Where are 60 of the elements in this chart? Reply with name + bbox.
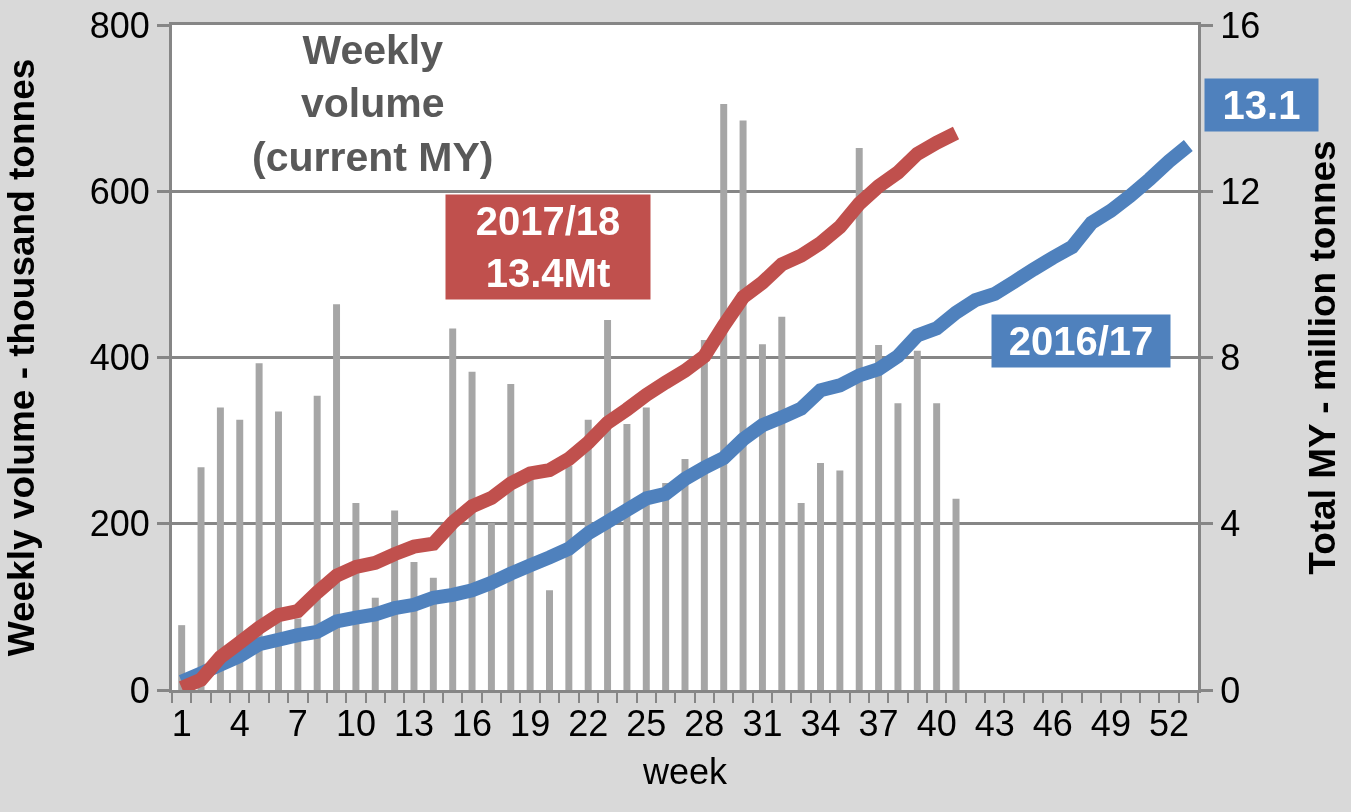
- y2-tick-label: 0: [1220, 669, 1241, 711]
- y2-tick-label: 8: [1220, 337, 1241, 379]
- x-tick-label: 43: [974, 703, 1015, 745]
- x-tick-label: 31: [742, 703, 783, 745]
- x-tick-label: 13: [393, 703, 434, 745]
- bar: [875, 345, 883, 690]
- bar: [797, 502, 805, 690]
- x-tick-label: 25: [626, 703, 667, 745]
- bar: [468, 371, 476, 690]
- x-tick-label: 34: [800, 703, 841, 745]
- x-tick-label: 49: [1090, 703, 1131, 745]
- bar: [913, 350, 921, 690]
- bar: [720, 103, 728, 690]
- x-tick-label: 52: [1148, 703, 1189, 745]
- y2-axis-title: Total MY - million tonnes: [1301, 140, 1343, 575]
- bar: [526, 478, 534, 690]
- bar: [487, 522, 495, 690]
- y2-tick-label: 4: [1220, 503, 1241, 545]
- series-label: 2016/17: [1008, 319, 1154, 363]
- bar: [778, 316, 786, 690]
- x-tick-label: 19: [510, 703, 551, 745]
- y-tick-label: 400: [89, 337, 150, 379]
- x-tick-label: 40: [916, 703, 957, 745]
- bar: [933, 403, 941, 690]
- bar: [546, 590, 553, 690]
- bar: [952, 498, 960, 690]
- x-tick-label: 10: [335, 703, 376, 745]
- x-tick-label: 16: [452, 703, 493, 745]
- data-label: 13.1: [1222, 83, 1301, 127]
- bar: [817, 463, 824, 690]
- x-tick-label: 1: [171, 703, 192, 745]
- bar: [836, 470, 844, 690]
- x-tick-label: 7: [287, 703, 308, 745]
- bar: [255, 363, 263, 690]
- x-tick-label: 37: [858, 703, 899, 745]
- bar: [449, 328, 457, 690]
- bar: [565, 465, 573, 690]
- bar: [662, 483, 670, 690]
- y-axis-title: Weekly volume - thousand tonnes: [1, 58, 43, 657]
- bar: [216, 407, 224, 690]
- text: 2017/18 13.4Mt: [475, 199, 621, 295]
- x-tick-label: 28: [684, 703, 725, 745]
- y-tick-label: 0: [129, 669, 150, 711]
- bar: [855, 148, 863, 690]
- bar: [739, 120, 747, 690]
- y2-tick-label: 12: [1220, 170, 1261, 212]
- x-axis-title: week: [641, 750, 729, 792]
- annotation: Weekly volume (current MY): [252, 27, 494, 180]
- x-tick-label: 46: [1032, 703, 1073, 745]
- x-tick-label: 4: [229, 703, 250, 745]
- bar: [758, 344, 766, 690]
- bar: [197, 467, 205, 690]
- bar: [642, 407, 650, 690]
- y2-tick-label: 16: [1220, 4, 1261, 46]
- y-tick-label: 200: [89, 503, 150, 545]
- x-tick-label: 22: [568, 703, 609, 745]
- y-tick-label: 600: [89, 170, 150, 212]
- bar: [894, 403, 902, 690]
- y-tick-label: 800: [89, 4, 150, 46]
- bar: [623, 424, 631, 690]
